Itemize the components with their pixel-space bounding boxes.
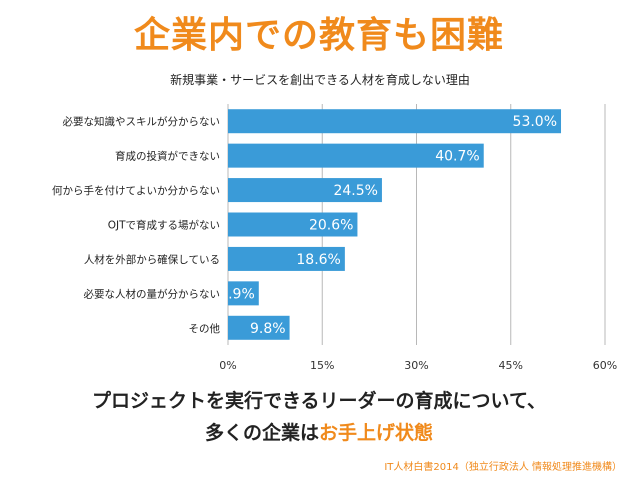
bar-4 [228,246,345,271]
bar-2 [228,178,382,203]
conclusion-prefix: 多くの企業は [204,422,319,444]
value-label: 24.5% [333,183,377,199]
bar-6 [228,315,290,340]
category-label: 必要な人材の量が分からない [84,287,221,300]
conclusion-highlight: お手上げ状態 [319,422,434,444]
bar-3 [228,212,358,237]
bar-1 [228,143,484,168]
value-label: 40.7% [435,149,479,165]
category-label: その他 [189,322,221,335]
x-tick-label: 45% [499,359,523,372]
value-label: 20.6% [309,218,353,234]
bar-5 [228,281,259,306]
x-tick-label: 60% [593,359,617,372]
value-label: 53.0% [513,114,557,130]
chart-title: 新規事業・サービスを創出できる人材を育成しない理由 [170,72,470,87]
category-label: 必要な知識やスキルが分からない [63,115,221,128]
category-label: 何から手を付けてよいか分からない [52,184,220,197]
conclusion-line-2: 多くの企業はお手上げ状態 [0,418,638,445]
x-tick-label: 30% [404,359,428,372]
category-label: 人材を外部から確保している [84,253,220,266]
value-label: 9.8% [250,321,286,337]
bar-chart: 新規事業・サービスを創出できる人材を育成しない理由 必要な知識やスキルが分からな… [52,72,617,372]
category-label: OJTで育成する場がない [108,219,220,232]
bar-0 [228,109,562,134]
source-citation: IT人材白書2014（独立行政法人 情報処理推進機構） [384,462,622,473]
conclusion-line-1: プロジェクトを実行できるリーダーの育成について、 [91,390,547,412]
category-label: 育成の投資ができない [115,150,220,163]
x-tick-label: 0% [219,359,236,372]
value-label: 18.6% [296,252,340,268]
value-label: 4.9% [219,286,255,302]
x-tick-label: 15% [310,359,334,372]
page-title: 企業内での教育も困難 [133,15,504,56]
